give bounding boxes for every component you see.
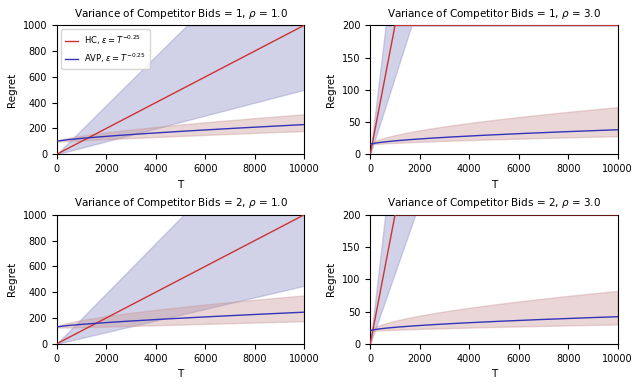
HC, $\varepsilon = T^{-0.25}$ — [564, 23, 572, 27]
Line: AVP, $\varepsilon = T^{-0.25}$: AVP, $\varepsilon = T^{-0.25}$ — [57, 125, 304, 141]
AVP, $\varepsilon = T^{-0.25}$ — [53, 325, 61, 329]
AVP, $\varepsilon = T^{-0.25}$ — [367, 142, 374, 147]
AVP, $\varepsilon = T^{-0.25}$ — [250, 312, 258, 317]
AVP, $\varepsilon = T^{-0.25}$ — [246, 312, 253, 317]
HC, $\varepsilon = T^{-0.25}$ — [153, 100, 161, 104]
Line: HC, $\varepsilon = T^{-0.25}$: HC, $\varepsilon = T^{-0.25}$ — [371, 25, 618, 154]
HC, $\varepsilon = T^{-0.25}$ — [536, 23, 544, 27]
AVP, $\varepsilon = T^{-0.25}$ — [536, 317, 544, 322]
HC, $\varepsilon = T^{-0.25}$ — [559, 212, 567, 217]
HC, $\varepsilon = T^{-0.25}$ — [162, 95, 170, 100]
HC, $\varepsilon = T^{-0.25}$ — [162, 284, 170, 289]
Y-axis label: Regret: Regret — [326, 73, 337, 107]
Y-axis label: Regret: Regret — [7, 73, 17, 107]
HC, $\varepsilon = T^{-0.25}$ — [246, 51, 253, 56]
AVP, $\varepsilon = T^{-0.25}$ — [162, 130, 170, 135]
Y-axis label: Regret: Regret — [326, 262, 337, 296]
HC, $\varepsilon = T^{-0.25}$ — [246, 241, 253, 245]
AVP, $\varepsilon = T^{-0.25}$ — [467, 320, 474, 325]
AVP, $\varepsilon = T^{-0.25}$ — [223, 126, 230, 131]
HC, $\varepsilon = T^{-0.25}$ — [614, 212, 621, 217]
HC, $\varepsilon = T^{-0.25}$ — [564, 212, 572, 217]
HC, $\varepsilon = T^{-0.25}$ — [559, 23, 567, 27]
HC, $\varepsilon = T^{-0.25}$ — [614, 23, 621, 27]
AVP, $\varepsilon = T^{-0.25}$ — [614, 314, 621, 319]
AVP, $\varepsilon = T^{-0.25}$ — [53, 139, 61, 144]
AVP, $\varepsilon = T^{-0.25}$ — [367, 328, 374, 333]
AVP, $\varepsilon = T^{-0.25}$ — [246, 125, 253, 130]
HC, $\varepsilon = T^{-0.25}$ — [536, 212, 544, 217]
AVP, $\varepsilon = T^{-0.25}$ — [476, 133, 483, 138]
HC, $\varepsilon = T^{-0.25}$ — [53, 152, 61, 157]
AVP, $\varepsilon = T^{-0.25}$ — [476, 320, 483, 325]
AVP, $\varepsilon = T^{-0.25}$ — [78, 136, 86, 141]
AVP, $\varepsilon = T^{-0.25}$ — [392, 325, 399, 330]
Title: Variance of Competitor Bids = 2, $\rho$ = 1.0: Variance of Competitor Bids = 2, $\rho$ … — [74, 196, 287, 210]
HC, $\varepsilon = T^{-0.25}$ — [467, 23, 474, 27]
Title: Variance of Competitor Bids = 2, $\rho$ = 3.0: Variance of Competitor Bids = 2, $\rho$ … — [387, 196, 601, 210]
X-axis label: T: T — [177, 369, 184, 379]
AVP, $\varepsilon = T^{-0.25}$ — [564, 316, 572, 321]
AVP, $\varepsilon = T^{-0.25}$ — [300, 122, 308, 127]
X-axis label: T: T — [177, 179, 184, 190]
Title: Variance of Competitor Bids = 1, $\rho$ = 1.0: Variance of Competitor Bids = 1, $\rho$ … — [74, 7, 287, 21]
AVP, $\varepsilon = T^{-0.25}$ — [153, 317, 161, 322]
HC, $\varepsilon = T^{-0.25}$ — [78, 328, 86, 333]
AVP, $\varepsilon = T^{-0.25}$ — [392, 139, 399, 143]
AVP, $\varepsilon = T^{-0.25}$ — [223, 313, 230, 318]
HC, $\varepsilon = T^{-0.25}$ — [223, 253, 230, 257]
HC, $\varepsilon = T^{-0.25}$ — [392, 212, 399, 217]
Line: HC, $\varepsilon = T^{-0.25}$: HC, $\varepsilon = T^{-0.25}$ — [371, 215, 618, 344]
HC, $\varepsilon = T^{-0.25}$ — [391, 23, 399, 27]
Line: AVP, $\varepsilon = T^{-0.25}$: AVP, $\varepsilon = T^{-0.25}$ — [371, 130, 618, 144]
AVP, $\varepsilon = T^{-0.25}$ — [78, 322, 86, 327]
HC, $\varepsilon = T^{-0.25}$ — [391, 212, 399, 217]
AVP, $\varepsilon = T^{-0.25}$ — [536, 130, 544, 135]
HC, $\varepsilon = T^{-0.25}$ — [53, 342, 61, 346]
HC, $\varepsilon = T^{-0.25}$ — [392, 23, 399, 27]
AVP, $\varepsilon = T^{-0.25}$ — [300, 310, 308, 315]
HC, $\varepsilon = T^{-0.25}$ — [300, 23, 308, 27]
HC, $\varepsilon = T^{-0.25}$ — [367, 152, 374, 156]
X-axis label: T: T — [491, 369, 497, 379]
HC, $\varepsilon = T^{-0.25}$ — [467, 212, 474, 217]
HC, $\varepsilon = T^{-0.25}$ — [250, 239, 258, 243]
Line: AVP, $\varepsilon = T^{-0.25}$: AVP, $\varepsilon = T^{-0.25}$ — [371, 317, 618, 331]
HC, $\varepsilon = T^{-0.25}$ — [223, 63, 230, 68]
AVP, $\varepsilon = T^{-0.25}$ — [564, 129, 572, 134]
HC, $\varepsilon = T^{-0.25}$ — [300, 212, 308, 217]
HC, $\varepsilon = T^{-0.25}$ — [367, 341, 374, 346]
HC, $\varepsilon = T^{-0.25}$ — [250, 49, 258, 54]
Line: HC, $\varepsilon = T^{-0.25}$: HC, $\varepsilon = T^{-0.25}$ — [57, 215, 304, 344]
AVP, $\varepsilon = T^{-0.25}$ — [162, 317, 170, 321]
HC, $\varepsilon = T^{-0.25}$ — [476, 23, 483, 27]
Title: Variance of Competitor Bids = 1, $\rho$ = 3.0: Variance of Competitor Bids = 1, $\rho$ … — [387, 7, 601, 21]
HC, $\varepsilon = T^{-0.25}$ — [78, 139, 86, 143]
AVP, $\varepsilon = T^{-0.25}$ — [559, 317, 567, 321]
HC, $\varepsilon = T^{-0.25}$ — [153, 289, 161, 294]
X-axis label: T: T — [491, 179, 497, 190]
Y-axis label: Regret: Regret — [7, 262, 17, 296]
Line: AVP, $\varepsilon = T^{-0.25}$: AVP, $\varepsilon = T^{-0.25}$ — [57, 312, 304, 327]
AVP, $\varepsilon = T^{-0.25}$ — [559, 129, 567, 134]
Line: HC, $\varepsilon = T^{-0.25}$: HC, $\varepsilon = T^{-0.25}$ — [57, 25, 304, 154]
Legend: HC, $\varepsilon = T^{-0.25}$, AVP, $\varepsilon = T^{-0.25}$: HC, $\varepsilon = T^{-0.25}$, AVP, $\va… — [61, 29, 150, 69]
AVP, $\varepsilon = T^{-0.25}$ — [467, 134, 474, 138]
AVP, $\varepsilon = T^{-0.25}$ — [614, 127, 621, 132]
HC, $\varepsilon = T^{-0.25}$ — [476, 212, 483, 217]
AVP, $\varepsilon = T^{-0.25}$ — [250, 125, 258, 130]
AVP, $\varepsilon = T^{-0.25}$ — [153, 130, 161, 135]
